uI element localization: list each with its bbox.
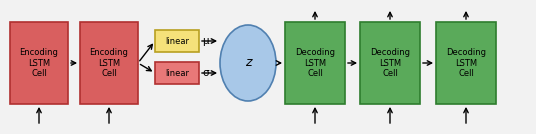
Text: Encoding
LSTM
Cell: Encoding LSTM Cell — [90, 48, 129, 78]
Text: linear: linear — [165, 68, 189, 77]
FancyBboxPatch shape — [436, 22, 496, 104]
Text: Decoding
LSTM
Cell: Decoding LSTM Cell — [370, 48, 410, 78]
Text: Encoding
LSTM
Cell: Encoding LSTM Cell — [19, 48, 58, 78]
FancyBboxPatch shape — [155, 30, 199, 52]
FancyBboxPatch shape — [360, 22, 420, 104]
Text: z: z — [245, 57, 251, 70]
Text: Decoding
LSTM
Cell: Decoding LSTM Cell — [446, 48, 486, 78]
Text: linear: linear — [165, 36, 189, 46]
Text: μ: μ — [202, 36, 209, 46]
Ellipse shape — [220, 25, 276, 101]
FancyBboxPatch shape — [10, 22, 68, 104]
FancyBboxPatch shape — [155, 62, 199, 84]
Text: Decoding
LSTM
Cell: Decoding LSTM Cell — [295, 48, 335, 78]
FancyBboxPatch shape — [80, 22, 138, 104]
FancyBboxPatch shape — [285, 22, 345, 104]
Text: σ: σ — [202, 68, 209, 78]
